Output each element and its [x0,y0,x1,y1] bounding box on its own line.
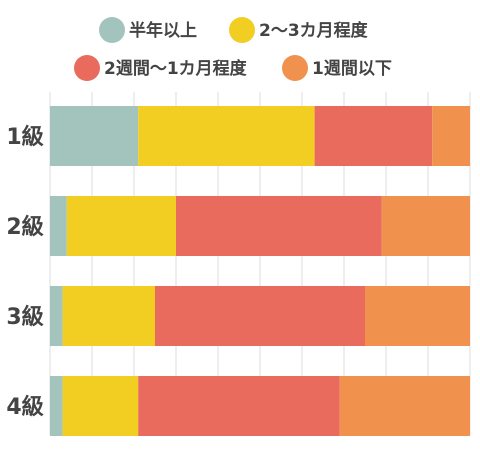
bar-segment [50,286,63,346]
bar-segment [62,286,155,346]
legend-label: 半年以上 [129,20,197,41]
legend-label: 1週間以下 [312,59,392,79]
bar-segment [381,196,470,256]
bar-segment [50,106,139,166]
category-label: 1級 [6,124,43,150]
bar-segment [138,376,340,436]
bar-segment [155,286,365,346]
bar-segment [314,106,433,166]
category-label: 3級 [6,304,43,330]
bar-segment [62,376,139,436]
legend-label: 2週間～1カ月程度 [104,58,248,79]
category-labels: 1級 2級 3級 4級 [6,124,43,420]
legend-swatch [99,17,125,43]
legend-swatch [282,55,308,81]
bar-segment [66,196,176,256]
legend: 半年以上 2～3カ月程度 2週間～1カ月程度 1週間以下 [74,17,392,81]
bar-segment [50,376,63,436]
legend-swatch [229,17,255,43]
category-label: 2級 [6,214,43,240]
category-label: 4級 [6,394,43,420]
legend-swatch [74,55,100,81]
bar-segment [138,106,315,166]
legend-label: 2～3カ月程度 [259,20,369,41]
bar-segment [432,106,470,166]
bar-segment [176,196,382,256]
bars [50,106,470,436]
bar-segment [365,286,470,346]
bar-segment [339,376,470,436]
bar-segment [50,196,67,256]
